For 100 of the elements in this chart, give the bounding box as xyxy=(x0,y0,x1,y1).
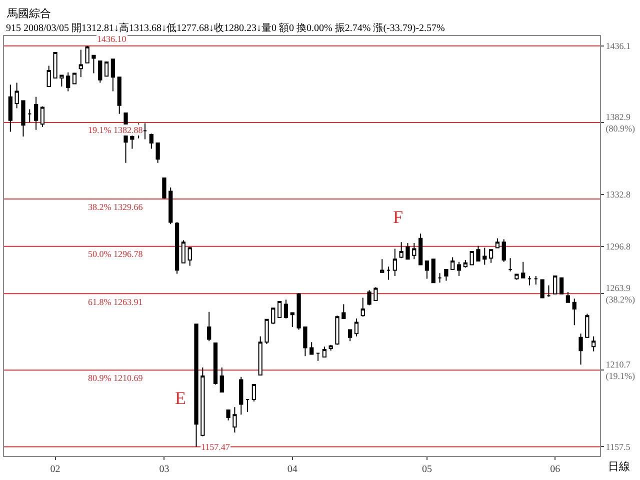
candlestick xyxy=(374,286,378,302)
candlestick xyxy=(85,45,90,64)
candlestick xyxy=(21,100,26,138)
candlestick xyxy=(488,249,494,264)
candlestick xyxy=(392,248,397,277)
candlestick xyxy=(232,406,237,434)
y-tick-label: 1157.5 xyxy=(606,442,631,452)
candlestick xyxy=(213,342,218,386)
ref-line-label: 80.9% 1210.69 xyxy=(88,373,144,383)
candlestick xyxy=(322,346,326,358)
candlestick xyxy=(335,315,340,346)
candlestick xyxy=(117,76,122,114)
candlestick xyxy=(142,122,148,140)
x-tick-label: 03 xyxy=(159,464,170,475)
chart-title: 馬國綜合 xyxy=(6,7,51,20)
x-tick-label: 05 xyxy=(422,464,432,475)
y-tick-label: 1436.1 xyxy=(606,41,631,52)
candlestick xyxy=(456,261,462,277)
candlestick xyxy=(181,240,186,264)
candlestick xyxy=(66,72,70,92)
candlestick xyxy=(482,247,487,266)
text: 日線 xyxy=(608,461,630,473)
candlestick xyxy=(578,333,583,366)
y-tick-label: 1296.8 xyxy=(606,241,632,252)
candlestick xyxy=(226,409,230,421)
candlestick xyxy=(592,336,596,352)
candlestick xyxy=(444,268,448,282)
candlestick xyxy=(78,49,83,78)
candlestick xyxy=(258,336,262,376)
candlestick xyxy=(60,74,64,87)
y-tick-label: 1210.7 (19.1%) xyxy=(606,359,636,382)
x-tick-label: 06 xyxy=(550,464,560,475)
candlestick xyxy=(98,60,102,84)
candlestick xyxy=(303,326,308,357)
candlestick xyxy=(207,311,212,342)
candlestick xyxy=(566,292,570,303)
candlestick xyxy=(34,96,38,130)
candlestick xyxy=(194,324,198,448)
candlestick xyxy=(540,279,544,298)
candlestick xyxy=(412,242,416,260)
candlestick xyxy=(399,242,404,259)
candlestick xyxy=(348,329,352,342)
candlestick xyxy=(495,238,500,248)
candlestick xyxy=(174,222,180,274)
candlestick xyxy=(360,297,365,318)
chart-subtitle: 915 2008/03/05 開1312.81↓高1313.68↓低1277.68↓收1280.23↓量0 額0 換0.00% 振2.74% 漲(-33.79)-2.57% xyxy=(6,22,445,34)
annotation: F xyxy=(393,207,404,227)
ref-line-label: 1436.10 xyxy=(97,34,127,44)
candlestick xyxy=(156,142,160,164)
candlestick xyxy=(572,298,576,326)
candlestick xyxy=(386,266,391,280)
candlestick xyxy=(527,276,532,286)
candlestick xyxy=(110,58,116,92)
candlestick xyxy=(438,272,442,284)
y-tick-label: 1332.8 xyxy=(606,190,632,200)
candlestick xyxy=(252,384,256,402)
candlestick xyxy=(418,233,423,266)
candlestick xyxy=(28,108,32,123)
x-tick-label: 02 xyxy=(50,464,60,475)
candlestick xyxy=(278,301,282,318)
candlestick xyxy=(514,274,519,280)
candlestick xyxy=(424,260,430,280)
annotation: E xyxy=(175,388,186,408)
candlestick xyxy=(264,318,269,344)
candlestick xyxy=(553,276,558,294)
candlestick xyxy=(296,292,301,330)
candlestick xyxy=(8,84,12,132)
candlestick xyxy=(168,186,173,225)
candlestick xyxy=(508,258,512,272)
candlestick xyxy=(188,246,192,266)
x-tick-label: 04 xyxy=(287,464,298,475)
candlestick xyxy=(328,344,333,352)
candlestick xyxy=(245,398,250,412)
candlestick xyxy=(104,62,109,77)
candlestick xyxy=(521,261,526,278)
candlestick xyxy=(284,299,288,319)
candlestick xyxy=(559,277,564,294)
candlestick xyxy=(162,177,166,200)
candlestick xyxy=(46,65,51,87)
candlestick xyxy=(534,276,538,286)
candlestick xyxy=(290,312,294,328)
candlestick xyxy=(72,72,77,84)
candlestick xyxy=(342,304,346,319)
candlestick xyxy=(502,238,506,262)
candlestick xyxy=(14,82,19,109)
candlestick xyxy=(546,284,551,298)
candlestick xyxy=(316,352,320,362)
candlestick xyxy=(200,367,205,437)
candlestick xyxy=(450,256,455,270)
ref-line-label: 1157.47 xyxy=(201,442,230,452)
candlestick xyxy=(149,133,154,150)
candlestick xyxy=(239,376,244,416)
candlestick xyxy=(406,242,410,260)
ref-line-label: 19.1% 1382.88 xyxy=(88,125,144,135)
candlestick xyxy=(470,250,474,266)
candlestick xyxy=(271,308,276,325)
ref-line-label: 38.2% 1329.66 xyxy=(88,202,144,212)
candlestick xyxy=(220,367,224,392)
candlestick xyxy=(431,258,436,284)
candlestick xyxy=(463,259,468,268)
